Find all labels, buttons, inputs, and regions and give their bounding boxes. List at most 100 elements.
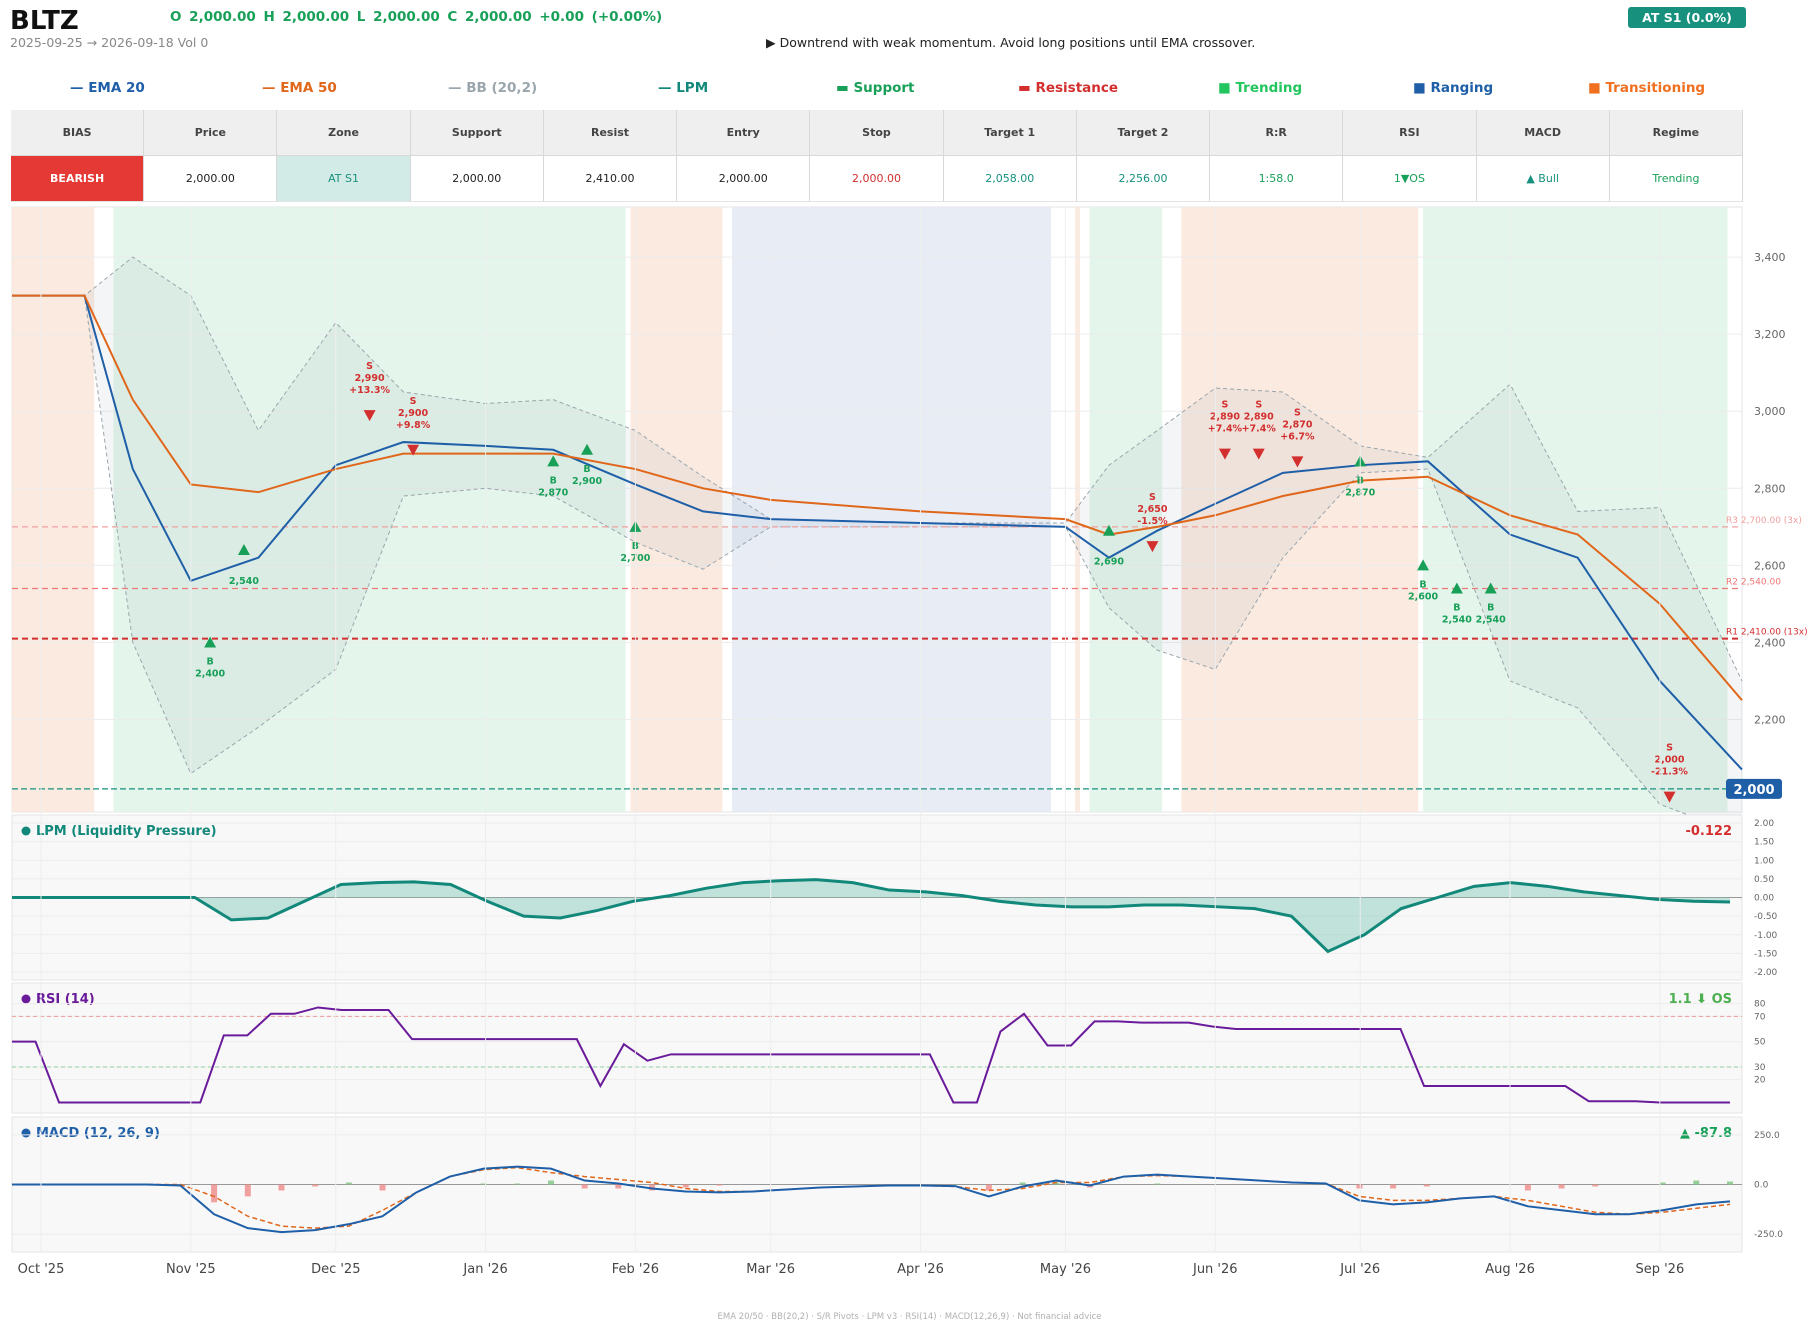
macd-histogram-bar [1423,1184,1430,1187]
buy-value: 2,600 [1408,591,1438,602]
summary-value: 2,256.00 [1076,156,1211,202]
summary-header: MACD [1476,110,1610,156]
regime-band [113,207,626,812]
y-tick-label: 80 [1754,1000,1766,1010]
level-label: R3 2,700.00 (3x) [1726,516,1802,526]
y-tick-label: -1.50 [1754,949,1778,959]
summary-header: Target 2 [1076,110,1211,156]
summary-header: Price [144,110,278,156]
panel-dot [21,994,31,1004]
x-tick-label: Jan '26 [462,1262,507,1277]
y-tick-label: 250.0 [1754,1131,1780,1141]
date-range: 2025-09-25 → 2026-09-18 Vol 0 [10,35,209,50]
sell-label: S [1222,400,1229,411]
y-tick-label: 2.00 [1754,819,1774,829]
footer-note: EMA 20/50 · BB(20,2) · S/R Pivots · LPM … [717,1312,1102,1322]
macd-histogram-bar [1154,1183,1161,1185]
x-tick-label: Aug '26 [1485,1262,1535,1277]
y-tick-label: 3,000 [1754,405,1786,418]
sell-pct: -1.5% [1137,516,1168,527]
x-tick-label: Nov '25 [166,1262,216,1277]
y-tick-label: -250.0 [1754,1230,1783,1240]
summary-value: 2,000.00 [677,156,811,202]
price-marker-label: 2,000 [1733,783,1774,798]
summary-value: ▲ Bull [1476,156,1610,202]
regime-band [630,207,723,812]
y-tick-label: 2,800 [1754,482,1786,495]
y-tick-label: 2,600 [1754,559,1786,572]
macd-line [12,1165,1731,1234]
buy-marker [1450,582,1463,594]
sell-value: 2,890 [1210,412,1240,423]
ema50-line [12,294,1743,701]
buy-value: 2,400 [195,668,225,679]
regime-band [1075,207,1080,812]
y-tick-label: 20 [1754,1076,1766,1086]
legend: — EMA 20 — EMA 50 — BB (20,2) — LPM ▬ Suppor… [0,80,1740,100]
sell-value: 2,890 [1244,412,1274,423]
y-tick-label: 1.00 [1754,856,1774,866]
sell-label: S [1294,407,1301,418]
macd-histogram-bar [244,1184,251,1197]
summary-header: Resist [543,110,678,156]
y-tick-label: 2,200 [1754,714,1786,727]
sell-marker [363,410,376,422]
summary-value: 2,000.00 [810,156,944,202]
price-marker [1726,778,1782,799]
summary-header: R:R [1210,110,1344,156]
summary-value: 2,000.00 [144,156,278,202]
x-tick-label: Feb '26 [612,1262,659,1277]
x-tick-label: Oct '25 [18,1262,65,1277]
level-label: R1 2,410.00 (13x) [1726,628,1808,638]
x-tick-label: Jun '26 [1192,1262,1238,1277]
macd-histogram-bar [985,1184,992,1191]
regime-band [1181,207,1419,812]
ticker-symbol: BLTZ [10,6,79,36]
ema20-line [12,294,1743,771]
sell-label: S [410,396,417,407]
ohlc-readout: O 2,000.00 H 2,000.00 L 2,000.00 C 2,000… [170,9,663,25]
macd-histogram-bar [716,1184,723,1186]
macd-histogram-bar [1592,1184,1599,1187]
sell-pct: +6.7% [1280,431,1315,442]
buy-marker [547,455,560,467]
buy-marker [1102,524,1115,536]
y-tick-label: -1.00 [1754,931,1778,941]
y-tick-label: 1.50 [1754,838,1774,848]
summary-value: 2,000.00 [410,156,544,202]
macd-histogram-bar [1659,1182,1666,1185]
summary-header: Regime [1609,110,1743,156]
macd-histogram-bar [1053,1182,1060,1185]
macd-histogram-bar [682,1184,689,1188]
chart-svg: 2,200 2,400 2,600 2,800 3,000 3,200 3,400 R3 2,… [11,206,1808,1277]
macd-histogram-bar [581,1184,588,1189]
panel-dot [21,1128,31,1138]
summary-value: AT S1 [277,156,411,202]
buy-label: B [1487,602,1494,613]
buy-label: B [1419,579,1426,590]
summary-value: 1▼OS [1343,156,1477,202]
summary-header: Target 1 [943,110,1077,156]
sell-pct: -21.3% [1651,767,1688,778]
legend-item: ▬ Support [836,80,915,96]
legend-item: — EMA 20 [70,80,145,96]
macd-histogram-bar [211,1184,218,1203]
buy-value: 2,690 [1094,557,1124,568]
macd-histogram-bar [379,1184,386,1191]
sell-marker [1218,448,1231,460]
summary-table: BIAS Price Zone Support Resist Entry Stop Targe… [11,110,1743,202]
panel-dot [21,826,31,836]
sell-pct: +7.4% [1208,424,1243,435]
legend-item: — EMA 50 [262,80,337,96]
sell-value: 2,650 [1137,504,1167,515]
signal-text: ▶ Downtrend with weak momentum. Avoid lo… [766,35,1256,50]
sell-label: S [1255,400,1262,411]
regime-band [1089,207,1163,812]
panel-title: RSI (14) [36,992,95,1007]
summary-value: 1:58.0 [1210,156,1344,202]
legend-item: ■ Trending [1218,80,1303,96]
panel-title: MACD (12, 26, 9) [36,1126,160,1141]
bb-band-fill [12,257,1742,836]
buy-marker [204,636,217,648]
summary-header: Zone [277,110,411,156]
